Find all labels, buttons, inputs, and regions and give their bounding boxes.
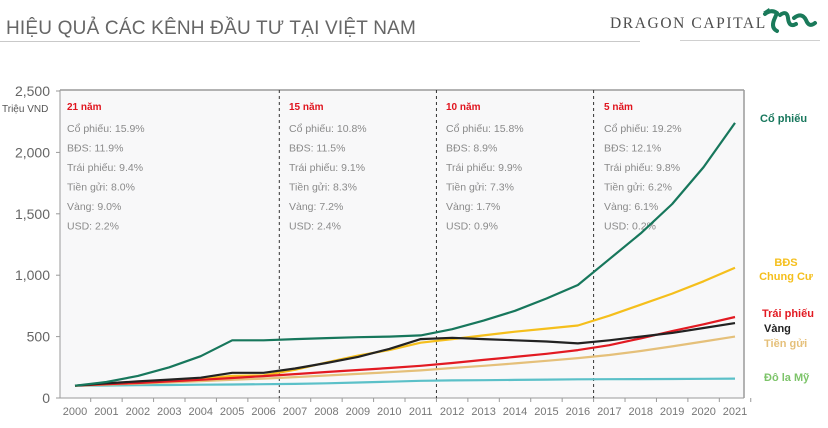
title-divider [0,41,640,42]
x-tick-label: 2010 [377,406,401,418]
x-tick-label: 2011 [409,406,433,418]
series-label: Tiền gửi [764,338,807,350]
period-return-item: Tiền gửi: 8.0% [67,182,135,194]
series-label: Trái phiếu [762,308,814,320]
series-label: Cổ phiếu [760,113,807,125]
x-tick-label: 2020 [691,406,715,418]
period-return-item: Cổ phiếu: 15.9% [67,123,145,135]
period-return-item: Vàng: 1.7% [446,201,500,213]
x-tick-label: 2008 [314,406,338,418]
y-tick-label: 500 [27,329,51,345]
series-line-2 [74,315,736,387]
x-tick-label: 2019 [660,406,684,418]
x-tick-label: 2018 [628,406,652,418]
series-line-5 [74,377,736,387]
series-line-4 [74,335,736,387]
period-return-item: BĐS: 11.9% [67,143,123,155]
series-line-0 [74,122,736,387]
x-tick-label: 2000 [63,406,87,418]
page-title: HIỆU QUẢ CÁC KÊNH ĐẦU TƯ TẠI VIỆT NAM [6,18,417,39]
y-axis-label: Triệu VND [2,104,48,115]
period-return-item: Trái phiếu: 9.1% [289,162,365,174]
x-tick-label: 2021 [723,406,747,418]
y-tick-label: 0 [42,390,50,406]
x-tick-label: 2006 [251,406,275,418]
period-title: 15 năm [289,102,324,113]
period-return-item: Trái phiếu: 9.8% [604,162,680,174]
period-return-item: BĐS: 11.5% [289,143,345,155]
period-return-item: USD: 2.4% [289,221,341,233]
period-return-item: USD: 2.2% [67,221,119,233]
brand-name: DRAGON CAPITAL [610,15,767,32]
period-return-item: Trái phiếu: 9.9% [446,162,522,174]
period-return-item: USD: 0.9% [446,221,498,233]
y-tick-label: 2,500 [15,83,50,99]
period-annotation: 5 năm Cổ phiếu: 19.2% BĐS: 12.1% Trái phiếu… [604,102,682,233]
x-tick-label: 2009 [346,406,370,418]
period-return-item: Trái phiếu: 9.4% [67,162,143,174]
x-tick-label: 2003 [157,406,181,418]
brand-divider [680,40,820,41]
period-return-item: Cổ phiếu: 10.8% [289,123,367,135]
period-return-item: Vàng: 6.1% [604,201,658,213]
period-annotation: 10 năm Cổ phiếu: 15.8% BĐS: 8.9% Trái phiếu… [446,102,524,233]
dragon-logo-icon [763,8,817,33]
series-label: Đô la Mỹ [764,372,810,384]
y-tick-label: 1,500 [15,206,50,222]
series-label: Vàng [764,323,791,335]
x-tick-label: 2002 [126,406,150,418]
x-tick-label: 2004 [188,406,212,418]
x-tick-label: 2012 [440,406,464,418]
period-return-item: Tiền gửi: 8.3% [289,182,357,194]
period-title: 10 năm [446,102,481,113]
series-line-3 [74,322,736,387]
x-tick-label: 2005 [220,406,244,418]
period-return-item: Cổ phiếu: 19.2% [604,123,682,135]
y-tick-label: 2,000 [15,144,50,160]
period-return-item: Cổ phiếu: 15.8% [446,123,524,135]
period-return-item: Tiền gửi: 7.3% [446,182,514,194]
x-tick-label: 2017 [597,406,621,418]
period-return-item: USD: 0.2% [604,221,656,233]
x-tick-label: 2016 [566,406,590,418]
period-return-item: Tiền gửi: 6.2% [604,182,672,194]
period-title: 5 năm [604,102,633,113]
period-annotation: 21 năm Cổ phiếu: 15.9% BĐS: 11.9% Trái phiế… [67,102,145,233]
period-return-item: BĐS: 12.1% [604,143,661,155]
x-tick-label: 2013 [471,406,495,418]
period-title: 21 năm [67,102,102,113]
x-tick-label: 2015 [534,406,558,418]
series-label: BĐS [774,257,797,269]
period-return-item: Vàng: 9.0% [67,201,121,213]
x-tick-label: 2001 [94,406,118,418]
x-tick-label: 2007 [283,406,307,418]
series-label: Chung Cư [759,271,813,283]
period-return-item: Vàng: 7.2% [289,201,343,213]
period-return-item: BĐS: 8.9% [446,143,497,155]
period-annotation: 15 năm Cổ phiếu: 10.8% BĐS: 11.5% Trái phiế… [289,102,367,233]
y-tick-label: 1,000 [15,267,50,283]
x-tick-label: 2014 [503,406,527,418]
